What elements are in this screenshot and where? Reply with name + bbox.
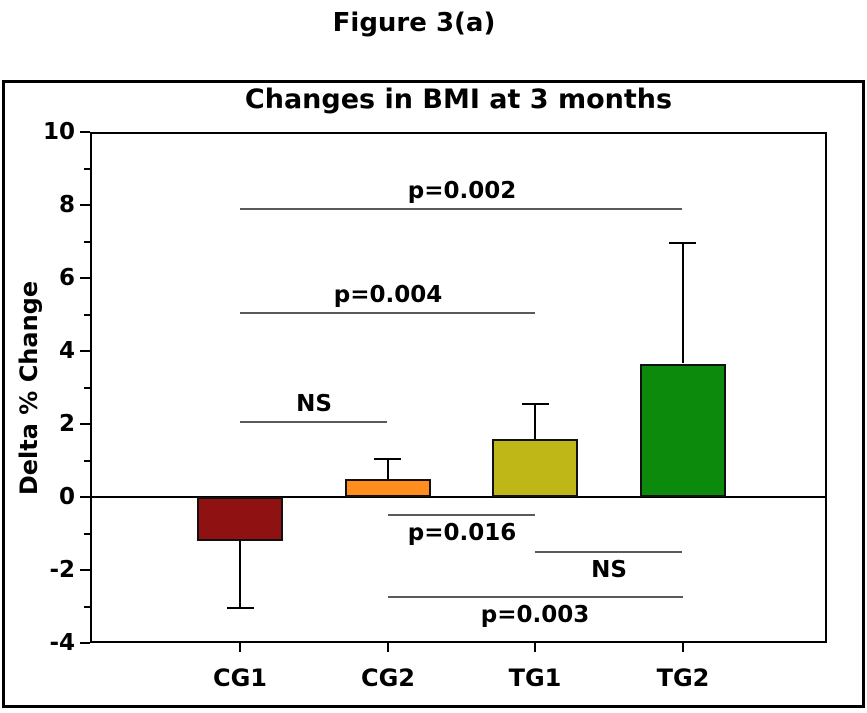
y-tick-label: 2 [58,411,75,437]
chart-title: Changes in BMI at 3 months [244,84,673,115]
x-tick [387,643,389,652]
y-major-tick [80,204,90,206]
y-tick-label: -4 [49,630,75,656]
y-major-tick [80,496,90,498]
bar-tg1 [492,439,578,497]
y-major-tick [80,350,90,352]
y-major-tick [80,569,90,571]
x-axis-label-cg1: CG1 [212,664,267,692]
y-major-tick [80,131,90,133]
x-axis-label-tg2: TG2 [656,664,710,692]
significance-label-1: p=0.002 [407,178,517,204]
significance-label-5: NS [591,557,627,583]
y-major-tick [80,423,90,425]
error-bar-line-cg2 [387,459,389,479]
y-tick-label: -2 [49,557,75,583]
x-tick [534,643,536,652]
y-minor-tick [84,241,90,243]
figure-label: Figure 3(a) [332,8,496,38]
significance-line-1 [240,208,682,210]
error-bar-cap-cg1 [227,607,254,609]
x-axis-label-tg1: TG1 [508,664,562,692]
y-minor-tick [84,168,90,170]
significance-label-3: NS [296,391,332,417]
y-tick-label: 0 [58,484,75,510]
error-bar-line-tg2 [682,243,684,363]
x-tick [239,643,241,652]
significance-label-6: p=0.003 [480,602,590,628]
y-tick-label: 4 [58,338,75,364]
y-minor-tick [84,460,90,462]
error-bar-line-cg1 [239,541,241,609]
y-minor-tick [84,533,90,535]
significance-label-2: p=0.004 [333,282,443,308]
bar-tg2 [640,364,726,497]
y-minor-tick [84,606,90,608]
x-axis-label-cg2: CG2 [360,664,415,692]
error-bar-cap-tg2 [669,242,696,244]
bar-cg2 [345,479,431,497]
x-tick [682,643,684,652]
error-bar-line-tg1 [534,404,536,439]
y-minor-tick [84,314,90,316]
y-tick-label: 10 [42,119,75,145]
y-minor-tick [84,387,90,389]
significance-label-4: p=0.016 [407,520,517,546]
significance-line-3 [240,421,387,423]
y-tick-label: 6 [58,265,75,291]
error-bar-cap-tg1 [522,403,549,405]
error-bar-cap-cg2 [374,458,401,460]
y-major-tick [80,277,90,279]
significance-line-6 [388,596,683,598]
y-tick-label: 8 [58,192,75,218]
significance-line-2 [240,312,535,314]
significance-line-4 [388,514,535,516]
y-major-tick [80,642,90,644]
zero-baseline [90,496,827,498]
significance-line-5 [535,551,682,553]
bar-cg1 [197,497,283,541]
